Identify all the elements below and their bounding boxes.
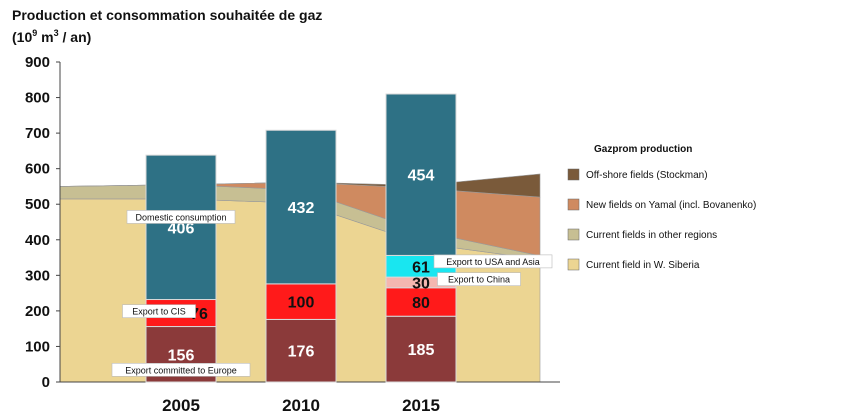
value-label-export-to-cis-2010: 100 xyxy=(288,295,315,312)
x-tick-label-2015: 2015 xyxy=(402,396,440,414)
legend-swatch-off-shore-fields-stockman xyxy=(567,168,580,181)
legend-label-current-field-in-w-siberia: Current field in W. Siberia xyxy=(586,260,700,271)
y-tick-label-0: 0 xyxy=(42,374,50,391)
legend-swatch-current-fields-in-other-regions xyxy=(567,228,580,241)
annotation-box-export-to-china xyxy=(437,272,521,286)
legend-label-new-fields-on-yamal-incl-bovanenko: New fields on Yamal (incl. Bovanenko) xyxy=(586,200,756,211)
annotation-export-to-usa-and-asia: Export to USA and Asia xyxy=(433,254,553,269)
value-label-domestic-consumption-2005: 406 xyxy=(168,220,195,237)
value-label-export-to-cis-2015: 80 xyxy=(412,295,430,312)
annotation-text-export-committed-to-europe: Export committed to Europe xyxy=(125,365,237,375)
value-label-export-to-usa-and-asia-2015: 61 xyxy=(412,259,430,276)
value-label-export-to-china-2015: 30 xyxy=(412,275,430,292)
y-tick-label-500: 500 xyxy=(25,196,50,213)
annotation-domestic-consumption: Domestic consumption xyxy=(126,210,236,224)
bar-domestic-consumption-2010 xyxy=(265,129,337,285)
value-label-domestic-consumption-2010: 432 xyxy=(288,200,315,217)
y-tick-label-700: 700 xyxy=(25,125,50,142)
bar-export-committed-to-europe-2010 xyxy=(265,318,337,383)
subtitle-prefix: (10 xyxy=(12,29,32,45)
annotation-box-export-to-usa-and-asia xyxy=(433,254,553,269)
legend: Gazprom production Off-shore fields (Stoc… xyxy=(567,144,756,271)
legend-swatch-current-field-in-w-siberia xyxy=(567,258,580,271)
annotation-text-domestic-consumption: Domestic consumption xyxy=(135,212,226,222)
y-tick-label-300: 300 xyxy=(25,267,50,284)
annotation-export-committed-to-europe: Export committed to Europe xyxy=(111,363,251,377)
subtitle-exponent: 9 xyxy=(32,28,37,38)
bar-export-to-cis-2015 xyxy=(385,287,457,317)
annotation-text-export-to-china: Export to China xyxy=(448,275,510,285)
annotation-export-to-china: Export to China xyxy=(437,272,521,286)
annotation-box-export-to-cis xyxy=(122,304,196,318)
value-label-export-committed-to-europe-2005: 156 xyxy=(168,347,195,364)
annotation-box-domestic-consumption xyxy=(126,210,236,224)
annotation-text-export-to-cis: Export to CIS xyxy=(132,307,186,317)
x-tick-label-2005: 2005 xyxy=(162,396,200,414)
annotation-export-to-cis: Export to CIS xyxy=(122,304,196,318)
y-tick-label-600: 600 xyxy=(25,161,50,178)
bars xyxy=(145,93,457,383)
y-tick-label-800: 800 xyxy=(25,90,50,107)
bar-domestic-consumption-2005 xyxy=(145,154,217,301)
y-tick-label-100: 100 xyxy=(25,338,50,355)
y-tick-label-900: 900 xyxy=(25,54,50,71)
subtitle-exponent2: 3 xyxy=(54,28,59,38)
legend-swatch-new-fields-on-yamal-incl-bovanenko xyxy=(567,198,580,211)
legend-label-current-fields-in-other-regions: Current fields in other regions xyxy=(586,230,717,241)
y-tick-label-400: 400 xyxy=(25,232,50,249)
value-label-export-committed-to-europe-2010: 176 xyxy=(288,344,315,361)
value-label-export-committed-to-europe-2015: 185 xyxy=(408,342,435,359)
y-tick-label-200: 200 xyxy=(25,303,50,320)
annotations: Domestic consumption Export to CIS Export … xyxy=(111,210,553,377)
subtitle-unit: m xyxy=(37,29,53,45)
value-label-domestic-consumption-2015: 454 xyxy=(408,168,435,185)
x-tick-label-2010: 2010 xyxy=(282,396,320,414)
annotation-box-export-committed-to-europe xyxy=(111,363,251,377)
bar-domestic-consumption-2015 xyxy=(385,93,457,256)
subtitle-suffix: / an) xyxy=(59,29,92,45)
annotation-text-export-to-usa-and-asia: Export to USA and Asia xyxy=(446,257,540,267)
bar-export-to-cis-2010 xyxy=(265,283,337,320)
legend-label-off-shore-fields-stockman: Off-shore fields (Stockman) xyxy=(586,170,708,181)
chart-subtitle: (109 m3 / an) xyxy=(12,28,91,45)
axes: 0 100 200 300 400 500 600 700 800 900 2005 2010 2015 xyxy=(25,54,560,414)
chart-title: Production et consommation souhaitée de … xyxy=(12,7,322,23)
legend-title: Gazprom production xyxy=(594,144,692,155)
bar-export-committed-to-europe-2015 xyxy=(385,315,457,383)
